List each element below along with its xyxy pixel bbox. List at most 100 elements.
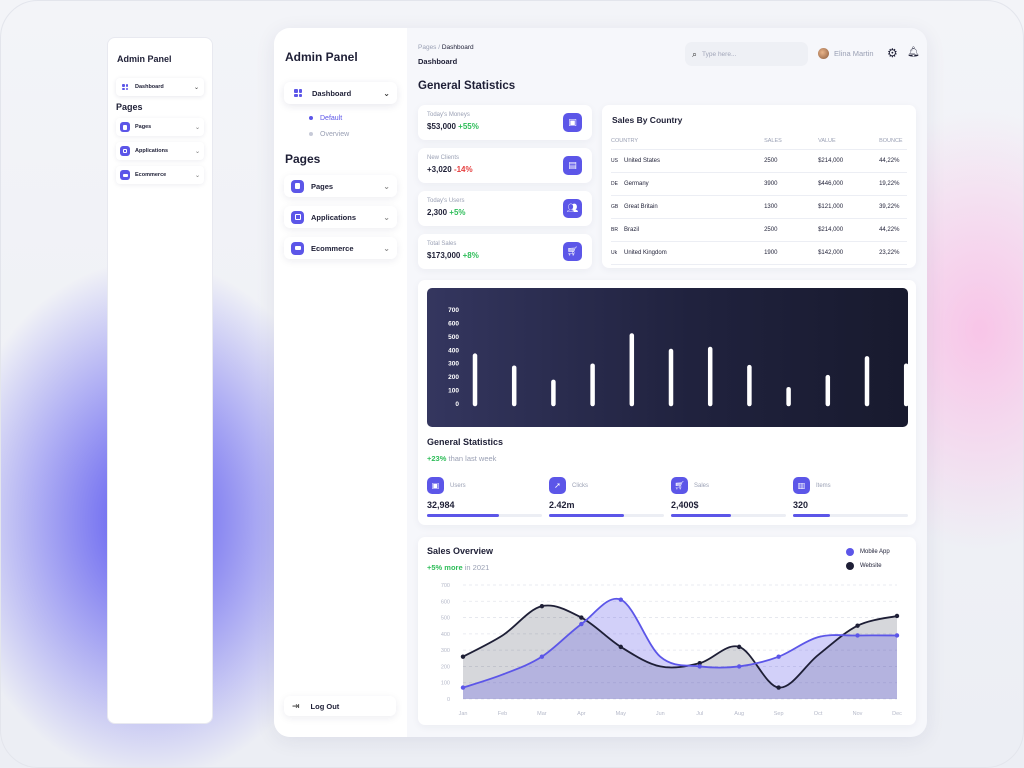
document-icon	[120, 122, 130, 132]
table-row[interactable]: GB Great Britain 1300 $121,000 39,22%	[611, 195, 907, 219]
country-table: COUNTRY SALES VALUE BOUNCE US United Stat…	[611, 135, 907, 265]
breadcrumb-separator: /	[436, 44, 442, 51]
data-point[interactable]	[539, 654, 545, 659]
metric-header: ➚ Clicks	[549, 477, 664, 494]
y-tick-label: 600	[441, 599, 450, 605]
gear-icon[interactable]: ⚙	[887, 46, 898, 60]
cart-icon	[120, 170, 130, 180]
column-header: SALES	[764, 135, 819, 150]
stat-card-sales: Total Sales $173,000 +8% 🛒︎	[418, 234, 592, 269]
card-subtitle: +5% more in 2021	[427, 563, 490, 572]
logout-button[interactable]: ⇥ Log Out	[284, 696, 396, 716]
stat-delta: +8%	[462, 251, 479, 260]
stat-value: +3,020 -14%	[427, 165, 473, 174]
breadcrumb-current: Dashboard	[441, 44, 474, 51]
user-name: Elina Martin	[834, 49, 874, 58]
bell-icon[interactable]: 🔔︎	[907, 47, 920, 58]
metric-users: ▣ Users 32,984	[427, 477, 542, 517]
table-row[interactable]: US United States 2500 $214,000 44,22%	[611, 149, 907, 173]
metric-label: Users	[450, 482, 466, 489]
stat-label: Today's Moneys	[427, 112, 470, 118]
cell-code: GB	[611, 195, 624, 219]
card-title: Sales Overview	[427, 546, 494, 556]
sidebar-item-applications[interactable]: Applications ⌄	[284, 206, 397, 228]
stat-label: Total Sales	[427, 241, 457, 247]
column-header: BOUNCE	[879, 135, 907, 150]
table-row[interactable]: DE Germany 3900 $446,000 19,22%	[611, 172, 907, 196]
data-point[interactable]	[579, 615, 584, 620]
search-box[interactable]: ⌕	[685, 42, 808, 66]
mini-item-ecommerce[interactable]: Ecommerce ⌄	[116, 166, 204, 184]
submenu-item-overview[interactable]: Overview	[309, 126, 397, 142]
mini-pages-heading: Pages	[116, 102, 143, 112]
cell-value: $214,000	[818, 149, 880, 173]
data-point[interactable]	[855, 633, 860, 638]
data-point[interactable]	[776, 685, 781, 690]
stat-card-clients: New Clients +3,020 -14% ▤	[418, 148, 592, 183]
data-point[interactable]	[697, 660, 702, 666]
x-tick-label: Jun	[656, 711, 665, 717]
mini-nav-dashboard-label: Dashboard	[135, 84, 164, 90]
mini-sidebar-preview: Admin Panel Dashboard ⌄ Pages Pages ⌄ Ap…	[107, 37, 213, 724]
chart-icon: ▥	[793, 477, 810, 494]
y-tick-label: 0	[447, 697, 450, 703]
y-tick-label: 300	[441, 648, 450, 654]
series-line-mobile-app	[462, 597, 898, 689]
metric-progress-fill	[671, 514, 731, 517]
series-area-website	[463, 605, 897, 699]
cell-country: Brazil	[624, 218, 765, 242]
stat-card-moneys: Today's Moneys $53,000 +55% ▣	[418, 105, 592, 140]
cell-bounce: 19,22%	[879, 172, 907, 196]
cell-code: US	[611, 149, 624, 173]
chart-legend: Mobile App Website	[846, 545, 890, 573]
data-point[interactable]	[697, 664, 702, 669]
data-point[interactable]	[776, 654, 781, 659]
sidebar-item-dashboard[interactable]: Dashboard ⌄	[284, 82, 397, 104]
table-row[interactable]: BR Brazil 2500 $214,000 44,22%	[611, 218, 907, 242]
mini-nav-dashboard[interactable]: Dashboard ⌄	[116, 78, 204, 96]
submenu-item-default[interactable]: Default	[309, 110, 397, 126]
mini-item-pages[interactable]: Pages ⌄	[116, 118, 204, 136]
dashboard-submenu: Default Overview	[309, 110, 397, 142]
metric-label: Items	[816, 482, 831, 489]
data-point[interactable]	[894, 613, 900, 619]
app-icon	[120, 146, 130, 156]
table-row[interactable]: Uk United Kingdom 1900 $142,000 23,22%	[611, 241, 907, 265]
series-area-mobile-app	[463, 598, 897, 699]
y-tick-label: 500	[441, 616, 450, 622]
mini-item-applications[interactable]: Applications ⌄	[116, 142, 204, 160]
user-menu[interactable]: Elina Martin	[818, 48, 874, 59]
data-point[interactable]	[460, 685, 466, 690]
data-point[interactable]	[736, 644, 742, 650]
data-point[interactable]	[894, 633, 900, 638]
cell-country: United Kingdom	[624, 241, 765, 265]
data-point[interactable]	[618, 597, 624, 602]
legend-item[interactable]: Mobile App	[846, 545, 890, 559]
y-tick-label: 400	[448, 347, 459, 354]
breadcrumb-parent[interactable]: Pages	[418, 44, 437, 51]
data-point[interactable]	[736, 664, 742, 669]
metric-header: 🛒︎ Sales	[671, 477, 786, 494]
data-point[interactable]	[539, 603, 545, 609]
metric-value: 2,400$	[671, 500, 699, 510]
data-point[interactable]	[579, 621, 584, 627]
sidebar-item-ecommerce[interactable]: Ecommerce ⌄	[284, 237, 397, 259]
column-header: COUNTRY	[611, 135, 765, 150]
y-tick-label: 200	[441, 664, 450, 670]
chevron-down-icon: ⌄	[383, 212, 390, 222]
metric-progress-fill	[793, 514, 830, 517]
x-tick-label: Jan	[459, 711, 468, 717]
data-point[interactable]	[460, 654, 466, 659]
chevron-down-icon: ⌄	[194, 124, 200, 131]
chevron-down-icon: ⌄	[194, 148, 200, 155]
metric-progress-fill	[427, 514, 500, 517]
mini-item-label: Pages	[135, 124, 152, 130]
sidebar-item-pages[interactable]: Pages ⌄	[284, 175, 397, 197]
mini-item-label: Ecommerce	[135, 172, 167, 178]
data-point[interactable]	[855, 623, 860, 628]
data-point[interactable]	[618, 644, 624, 650]
y-tick-label: 600	[448, 320, 459, 327]
search-input[interactable]	[702, 50, 793, 58]
legend-item[interactable]: Website	[846, 559, 890, 573]
mini-item-label: Applications	[135, 148, 169, 154]
